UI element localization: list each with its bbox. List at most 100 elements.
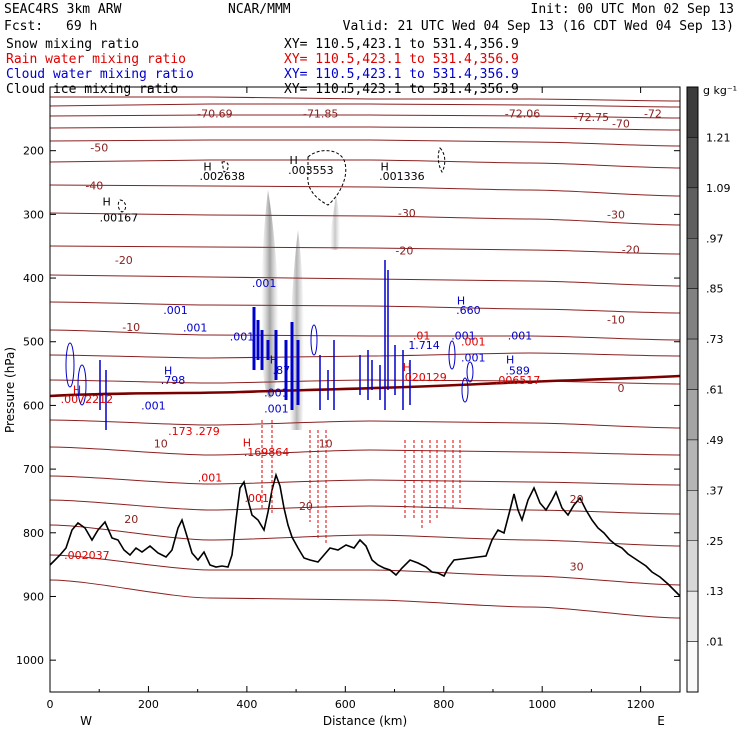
temperature-contour [49, 419, 681, 429]
plot-frame [49, 86, 681, 693]
temperature-contour [49, 159, 681, 169]
cloud-water-contour [77, 364, 87, 406]
x-axis-label: Distance (km) [323, 714, 407, 728]
colorbar-swatch [686, 490, 699, 542]
max-label: H [457, 294, 465, 307]
x-tick-label: 0 [47, 698, 54, 711]
colorbar-swatch [686, 389, 699, 441]
colorbar-tick-label: .01 [706, 636, 724, 649]
temperature-contour [49, 212, 681, 226]
cloud-ice-contour [117, 199, 127, 213]
x-tick-label: 200 [138, 698, 159, 711]
temperature-contour [49, 352, 681, 359]
max-label: .001 [264, 403, 289, 416]
max-label: .173 [168, 425, 193, 438]
temperature-contour [49, 554, 681, 586]
colorbar-frame [686, 86, 699, 693]
max-label: H [270, 354, 278, 367]
max-label: H [289, 154, 297, 167]
temperature-contour [49, 126, 681, 131]
colorbar-tick-label: .13 [706, 585, 724, 598]
temperature-label: 20 [570, 493, 584, 506]
max-label: H [102, 196, 110, 209]
freezing-level-line [49, 374, 681, 398]
colorbar-swatch [686, 540, 699, 592]
max-label: .001 [252, 277, 277, 290]
max-label: .001 [461, 336, 486, 349]
temperature-contour [49, 103, 681, 108]
west-label: W [80, 714, 92, 728]
y-tick-label: 300 [23, 208, 44, 221]
y-tick-label: 200 [23, 145, 44, 158]
colorbar-tick-label: .49 [706, 434, 724, 447]
east-label: E [657, 714, 665, 728]
x-tick-label: 1200 [627, 698, 655, 711]
max-label: .001 [141, 399, 166, 412]
temperature-contour [49, 579, 681, 619]
cloud-water-contour [310, 324, 318, 356]
init-time: Init: 00 UTC Mon 02 Sep 13 [531, 2, 735, 17]
temperature-label: -72.75 [574, 111, 609, 124]
max-label: .01 [413, 329, 431, 342]
cloud-ice-contour [221, 161, 229, 173]
temperature-contour [49, 301, 681, 314]
field-xy-cloud-ice: XY= 110.5,423.1 to 531.4,356.9 [284, 82, 519, 97]
temperature-contour [49, 114, 681, 119]
cloud-water-contour [65, 342, 75, 388]
max-label: .589 [505, 364, 530, 377]
max-label: .002638 [200, 170, 246, 183]
x-tick-label: 600 [335, 698, 356, 711]
cloud-water-contour [461, 377, 469, 403]
colorbar-swatch [686, 137, 699, 189]
temperature-contour [49, 274, 681, 287]
max-label: .279 [195, 425, 220, 438]
max-label: .87 [273, 364, 291, 377]
fcst-label: Fcst: [4, 19, 43, 34]
colorbar-tick-label: .37 [706, 484, 724, 497]
colorbar-swatch [686, 288, 699, 340]
temperature-label: -72.06 [505, 108, 540, 121]
fcst-value: 69 h [66, 19, 97, 34]
temperature-contour [49, 499, 681, 515]
temperature-label: -72 [644, 108, 662, 121]
temperature-label: 10 [154, 438, 168, 451]
colorbar-tick-label: .85 [706, 283, 724, 296]
max-label: .002037 [64, 549, 110, 562]
snow-shading [261, 190, 279, 398]
temperature-contour [49, 446, 681, 456]
cloud-water-contour [466, 361, 474, 383]
max-label: H [381, 161, 389, 174]
temperature-label: 10 [319, 438, 333, 451]
colorbar-swatch [686, 439, 699, 491]
x-tick-label: 1000 [528, 698, 556, 711]
max-label: .006517 [495, 374, 541, 387]
y-tick-label: 500 [23, 336, 44, 349]
temperature-label: -70.69 [197, 108, 232, 121]
max-label: .660 [456, 304, 481, 317]
max-label: H [506, 354, 514, 367]
org-label: NCAR/MMM [228, 2, 291, 17]
temperature-label: -20 [622, 243, 640, 256]
field-name-rain: Rain water mixing ratio [6, 52, 186, 67]
max-label: H [403, 361, 411, 374]
colorbar-tick-label: 1.09 [706, 182, 731, 195]
max-label: .001 [198, 471, 223, 484]
temperature-label: -50 [90, 142, 108, 155]
max-label: .001 [508, 329, 533, 342]
max-label: .001 [163, 304, 188, 317]
temperature-label: 30 [570, 561, 584, 574]
max-label: .001 [461, 352, 486, 365]
max-label: .001 [451, 329, 476, 342]
max-label: .001 [244, 492, 269, 505]
temperature-label: -71.85 [303, 108, 338, 121]
max-label: .001 [183, 322, 208, 335]
max-label: .001 [230, 331, 255, 344]
snow-shading [330, 195, 341, 250]
colorbar-tick-label: .61 [706, 384, 724, 397]
field-xy-rain: XY= 110.5,423.1 to 531.4,356.9 [284, 52, 519, 67]
field-name-snow: Snow mixing ratio [6, 37, 139, 52]
max-label: .001 [264, 387, 289, 400]
temperature-contour [49, 245, 681, 255]
y-tick-label: 800 [23, 527, 44, 540]
